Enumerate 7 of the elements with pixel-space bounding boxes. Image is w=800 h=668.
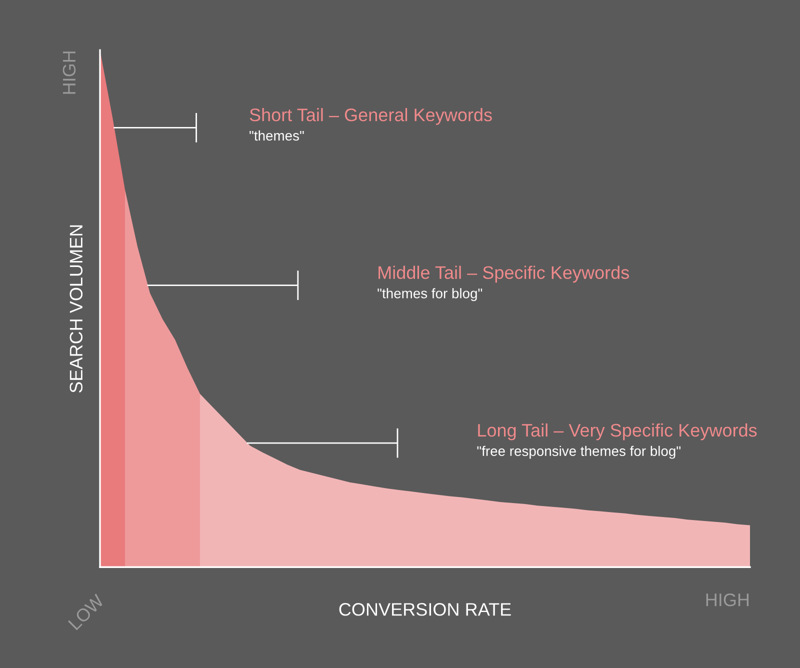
text: HIGH: [62, 52, 76, 94]
y-axis-title: SEARCH VOLUMEN: [70, 225, 83, 393]
annotation: Long Tail – Very Specific Keywords "free responsive themes for blog": [477, 423, 757, 459]
annotation: Middle Tail – Specific Keywords "themes for blog": [378, 266, 629, 302]
text: HIGH: [706, 593, 749, 606]
annotation: Short Tail – General Keywords "themes": [250, 108, 492, 141]
x-axis-title: CONVERSION RATE: [339, 603, 511, 616]
